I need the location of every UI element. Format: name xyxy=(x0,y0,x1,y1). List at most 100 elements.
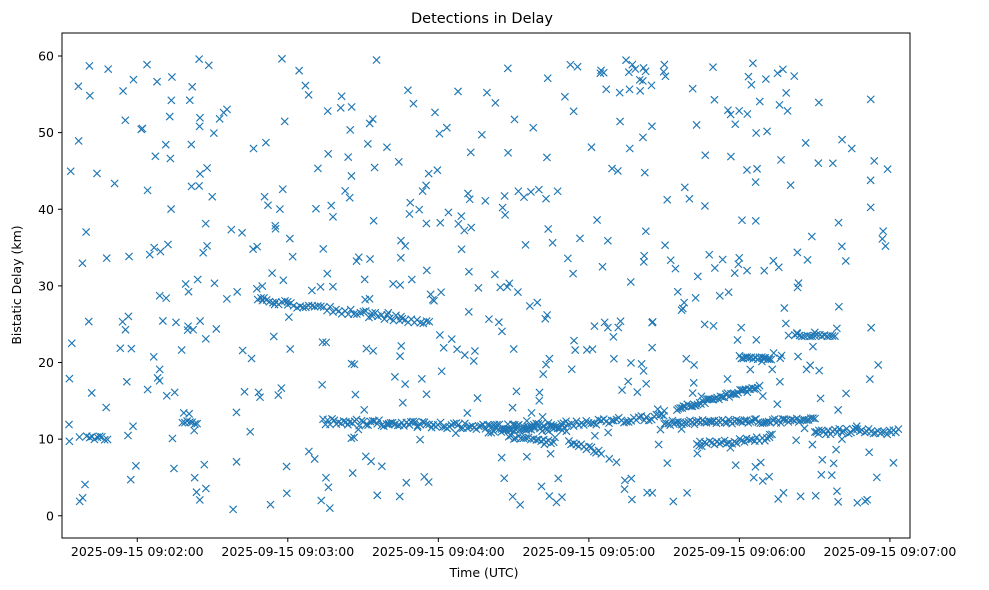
data-point xyxy=(810,328,819,337)
data-point xyxy=(419,319,428,328)
data-point xyxy=(186,418,195,427)
data-point xyxy=(318,380,327,389)
data-point xyxy=(346,305,355,314)
data-point xyxy=(439,343,448,352)
data-point xyxy=(685,194,694,203)
data-point xyxy=(85,91,94,100)
data-point xyxy=(637,359,646,368)
data-point xyxy=(749,473,758,482)
data-point xyxy=(657,410,666,419)
data-point xyxy=(321,473,330,482)
data-point xyxy=(190,473,199,482)
data-point xyxy=(600,318,609,327)
data-point xyxy=(64,420,73,429)
data-point xyxy=(162,391,171,400)
data-point xyxy=(210,279,219,288)
data-point xyxy=(526,187,535,196)
data-point xyxy=(827,471,836,480)
data-point xyxy=(437,367,446,376)
data-point xyxy=(701,151,710,160)
data-point xyxy=(354,253,363,262)
data-point xyxy=(125,252,134,261)
data-point xyxy=(660,406,669,415)
data-point xyxy=(774,494,783,503)
data-point xyxy=(121,116,130,125)
data-point xyxy=(277,54,286,63)
data-point xyxy=(168,434,177,443)
data-point xyxy=(546,439,555,448)
data-point xyxy=(693,272,702,281)
data-point xyxy=(788,415,797,424)
data-point xyxy=(794,352,803,361)
data-point xyxy=(542,194,551,203)
data-point xyxy=(464,267,473,276)
data-point xyxy=(336,103,345,112)
y-tick-label: 50 xyxy=(38,125,54,140)
data-point xyxy=(616,117,625,126)
data-point xyxy=(733,335,742,344)
data-point xyxy=(779,488,788,497)
data-point xyxy=(663,459,672,468)
data-point xyxy=(743,266,752,275)
data-point xyxy=(494,318,503,327)
data-point xyxy=(253,242,262,251)
y-tick-label: 60 xyxy=(38,48,54,63)
data-point xyxy=(183,417,192,426)
data-point xyxy=(607,416,616,425)
data-point xyxy=(874,360,883,369)
data-point xyxy=(178,418,187,427)
data-point xyxy=(143,186,152,195)
data-point xyxy=(622,417,631,426)
data-point xyxy=(661,419,670,428)
data-point xyxy=(150,243,159,252)
data-point xyxy=(642,412,651,421)
data-point xyxy=(323,107,332,116)
data-point xyxy=(746,365,755,374)
data-point xyxy=(78,493,87,502)
data-point xyxy=(474,422,483,431)
data-point xyxy=(370,163,379,172)
data-point xyxy=(784,331,793,340)
data-point xyxy=(837,435,846,444)
data-point xyxy=(761,75,770,84)
data-point xyxy=(469,356,478,365)
data-point xyxy=(373,491,382,500)
y-tick-label: 0 xyxy=(46,508,54,523)
data-point xyxy=(396,236,405,245)
data-point xyxy=(328,212,337,221)
data-point xyxy=(648,343,657,352)
data-point xyxy=(203,163,212,173)
data-point xyxy=(247,354,256,363)
data-point xyxy=(566,60,575,69)
data-point xyxy=(780,415,789,424)
data-point xyxy=(572,417,581,426)
data-point xyxy=(638,133,647,142)
data-point xyxy=(405,420,414,429)
data-point xyxy=(396,352,405,361)
data-point xyxy=(307,286,316,295)
data-point xyxy=(310,302,319,311)
data-point xyxy=(640,251,649,260)
data-point xyxy=(74,136,83,145)
data-point xyxy=(683,488,692,497)
data-point xyxy=(75,432,84,442)
data-point xyxy=(417,374,426,383)
data-point xyxy=(724,288,733,297)
data-point xyxy=(470,347,479,356)
data-point xyxy=(743,109,752,119)
data-point xyxy=(534,419,543,428)
data-point xyxy=(690,360,699,369)
data-point xyxy=(433,166,442,175)
data-point xyxy=(288,252,297,261)
data-point xyxy=(818,455,827,464)
data-point xyxy=(369,216,378,225)
data-point xyxy=(627,474,636,483)
data-point xyxy=(815,366,824,375)
data-point xyxy=(838,135,847,144)
data-point xyxy=(751,178,760,187)
data-point xyxy=(758,476,767,485)
data-point xyxy=(65,374,74,383)
data-point xyxy=(430,108,440,117)
data-point xyxy=(263,201,272,210)
data-point xyxy=(283,297,292,306)
